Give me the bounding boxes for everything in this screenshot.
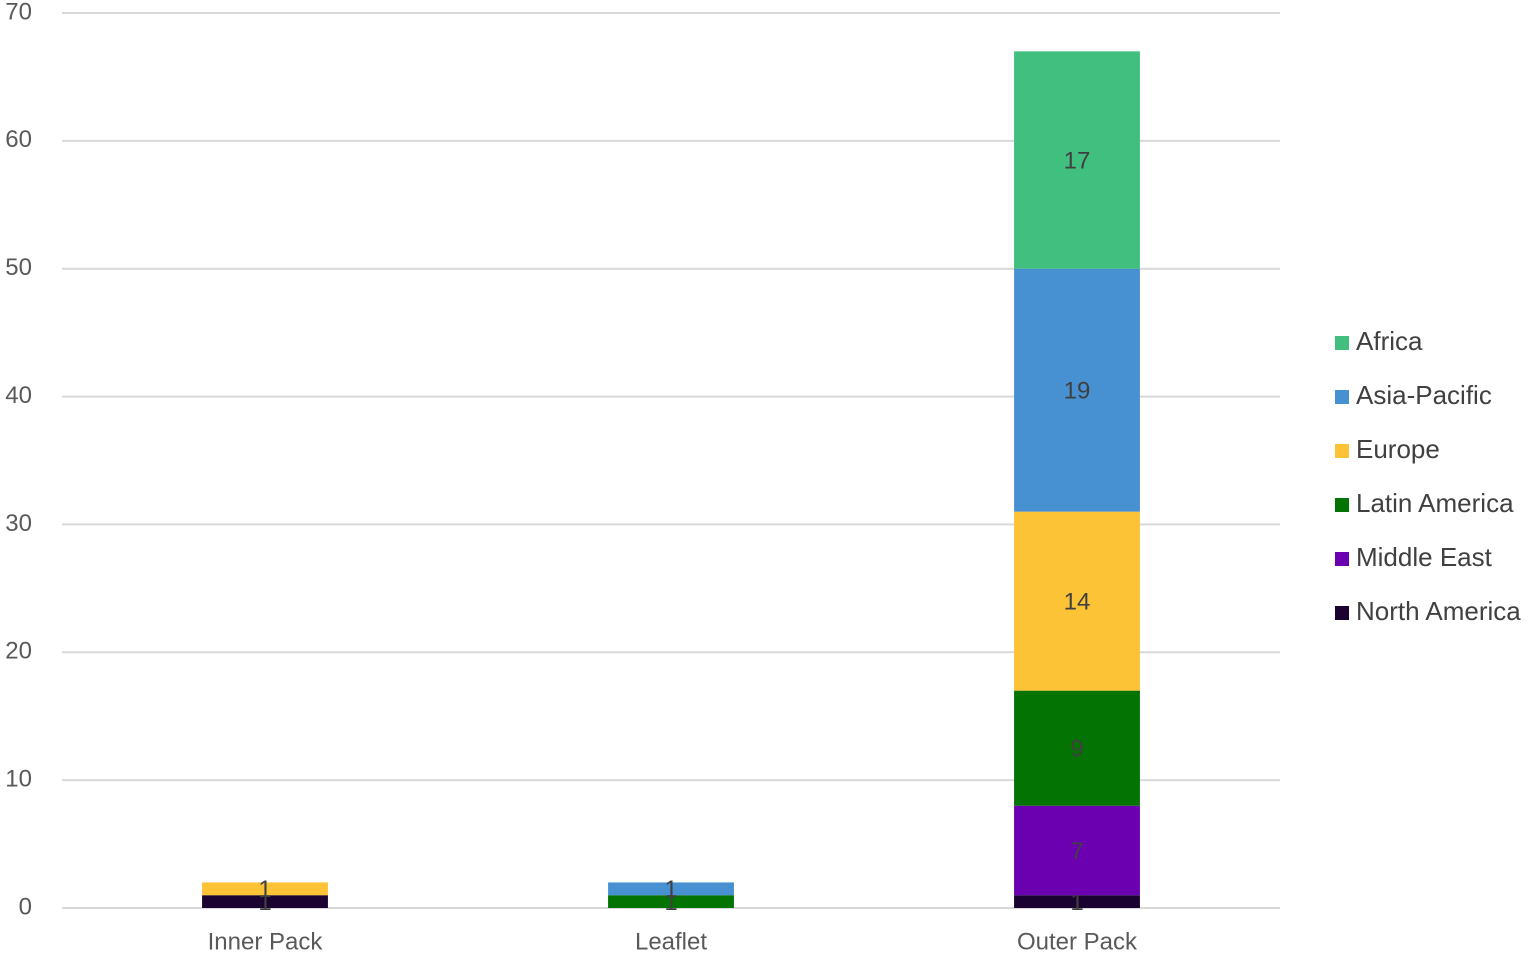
data-label: 1 (1070, 889, 1083, 916)
legend-label: Latin America (1356, 488, 1514, 518)
legend-swatch (1335, 606, 1349, 620)
legend-label: North America (1356, 596, 1521, 626)
y-tick-label: 20 (5, 638, 32, 665)
legend-swatch (1335, 498, 1349, 512)
data-label: 1 (258, 889, 271, 916)
y-tick-label: 30 (5, 510, 32, 537)
legend-label: Middle East (1356, 542, 1493, 572)
y-tick-label: 40 (5, 382, 32, 409)
legend-label: Asia-Pacific (1356, 380, 1492, 410)
x-tick-label: Leaflet (635, 928, 707, 954)
legend-swatch (1335, 444, 1349, 458)
x-tick-label: Inner Pack (208, 928, 324, 954)
data-label: 7 (1070, 838, 1083, 865)
y-tick-label: 10 (5, 765, 32, 792)
data-label: 14 (1064, 588, 1091, 615)
data-label: 9 (1070, 736, 1083, 763)
bar-segment (608, 895, 734, 908)
y-tick-label: 50 (5, 254, 32, 281)
data-label: 1 (258, 876, 271, 903)
bar-segment (1014, 690, 1140, 806)
legend-swatch (1335, 336, 1349, 350)
y-tick-label: 70 (5, 0, 32, 25)
legend-swatch (1335, 390, 1349, 404)
bar-segment (608, 882, 734, 896)
legend-label: Europe (1356, 434, 1440, 464)
bar-segment (1014, 895, 1140, 908)
bar-segment (1014, 511, 1140, 691)
y-tick-label: 60 (5, 126, 32, 153)
x-tick-label: Outer Pack (1017, 928, 1138, 954)
bar-segment (1014, 805, 1140, 896)
data-label: 1 (664, 889, 677, 916)
y-tick-label: 0 (19, 893, 32, 920)
legend-label: Africa (1356, 326, 1423, 356)
data-label: 19 (1064, 378, 1091, 405)
bar-segment (1014, 268, 1140, 512)
bar-segment (1014, 51, 1140, 269)
legend-swatch (1335, 552, 1349, 566)
data-label: 1 (664, 876, 677, 903)
bar-segment (202, 895, 328, 908)
data-label: 17 (1064, 147, 1091, 174)
bar-segment (202, 882, 328, 896)
